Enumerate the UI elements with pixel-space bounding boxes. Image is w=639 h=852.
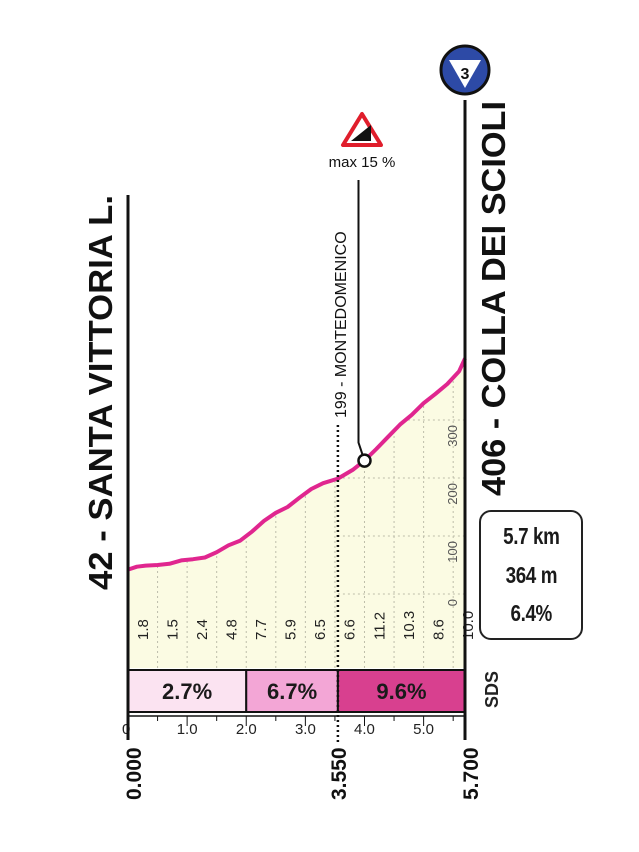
- stat-elevation-gain: 364 m: [505, 561, 557, 588]
- x-tick-label: 3.0: [295, 721, 316, 738]
- max-gradient-point: [357, 453, 372, 468]
- gradient-label: 1.5: [164, 619, 181, 640]
- category-number: 3: [461, 66, 470, 83]
- section-label: 9.6%: [376, 679, 426, 704]
- profile-area: [128, 358, 465, 668]
- finish-name: 406 - COLLA DEI SCIOLI: [475, 101, 512, 496]
- gradient-label: 10.0: [460, 611, 477, 640]
- gradient-label: 10.3: [401, 611, 418, 640]
- x-tick-label: 0: [122, 721, 130, 738]
- section-label: 6.7%: [267, 679, 317, 704]
- category-triangle-icon: [449, 60, 481, 88]
- x-tick-label: 1.0: [177, 721, 198, 738]
- gradient-label: 6.5: [312, 619, 329, 640]
- brand-logo: SDS: [482, 671, 502, 708]
- finish-distance: 5.700: [460, 747, 483, 800]
- start-name: 42 - SANTA VITTORIA L.: [82, 195, 119, 590]
- x-tick-label: 5.0: [413, 721, 434, 738]
- y-tick-label: 100: [445, 541, 460, 563]
- stat-distance: 5.7 km: [502, 523, 560, 550]
- gradient-label: 6.6: [342, 619, 359, 640]
- y-tick-label: 0: [445, 599, 460, 606]
- profile-line: [127, 357, 467, 572]
- section-label: 2.7%: [162, 679, 212, 704]
- y-tick-label: 300: [445, 425, 460, 447]
- intermediate-distance: 3.550: [328, 747, 351, 800]
- slope-glyph-icon: [351, 125, 371, 141]
- y-tick-label: 200: [445, 483, 460, 505]
- gradient-warning-icon: [341, 112, 383, 147]
- gradient-label: 2.4: [194, 619, 211, 640]
- gradient-label: 4.8: [223, 619, 240, 640]
- intermediate-name: 199 - MONTEDOMENICO: [333, 231, 350, 418]
- gradient-label: 8.6: [430, 619, 447, 640]
- stats-box: 5.7 km 364 m 6.4%: [479, 510, 583, 640]
- gradient-label: 7.7: [253, 619, 270, 640]
- gradient-label: 1.8: [135, 619, 152, 640]
- stat-avg-gradient: 6.4%: [510, 599, 552, 626]
- x-tick-label: 4.0: [354, 721, 375, 738]
- section-bar: [245, 669, 339, 713]
- x-tick-label: 2.0: [236, 721, 257, 738]
- max-gradient-label: max 15 %: [329, 154, 396, 171]
- gradient-label: 11.2: [371, 612, 388, 640]
- gradient-label: 5.9: [283, 619, 300, 640]
- start-distance: 0.000: [123, 747, 146, 800]
